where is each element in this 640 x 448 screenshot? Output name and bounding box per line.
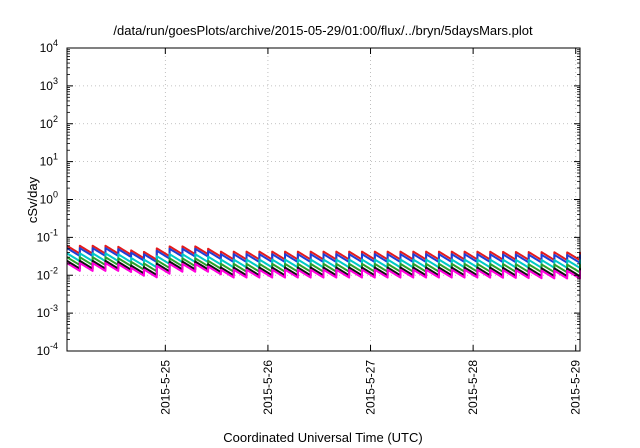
y-axis-label: cSv/day bbox=[25, 176, 40, 223]
x-tick-label: 2015-5-28 bbox=[466, 360, 480, 415]
y-tick-label: 10-2 bbox=[37, 265, 58, 282]
axis-ticks: 10-4 10-3 10-2 10-1 100 101 102 103 104 2015-5-25… bbox=[37, 38, 583, 415]
y-tick-label: 101 bbox=[40, 152, 58, 169]
x-tick-label: 2015-5-26 bbox=[261, 360, 275, 415]
series-lines bbox=[66, 244, 581, 280]
y-tick-label: 103 bbox=[40, 76, 58, 93]
grid-lines bbox=[67, 48, 580, 351]
y-tick-label: 104 bbox=[40, 38, 58, 55]
y-tick-label: 100 bbox=[40, 190, 58, 207]
y-tick-label: 10-3 bbox=[37, 303, 58, 320]
x-tick-label: 2015-5-25 bbox=[158, 360, 172, 415]
chart-title: /data/run/goesPlots/archive/2015-05-29/0… bbox=[113, 23, 533, 38]
x-tick-label: 2015-5-29 bbox=[569, 360, 583, 415]
y-tick-label: 10-1 bbox=[37, 227, 58, 244]
y-tick-label: 10-4 bbox=[37, 341, 58, 358]
series-line-6 bbox=[66, 262, 581, 280]
x-tick-label: 2015-5-27 bbox=[364, 360, 378, 415]
y-tick-label: 102 bbox=[40, 114, 58, 131]
x-axis-label: Coordinated Universal Time (UTC) bbox=[223, 430, 422, 445]
